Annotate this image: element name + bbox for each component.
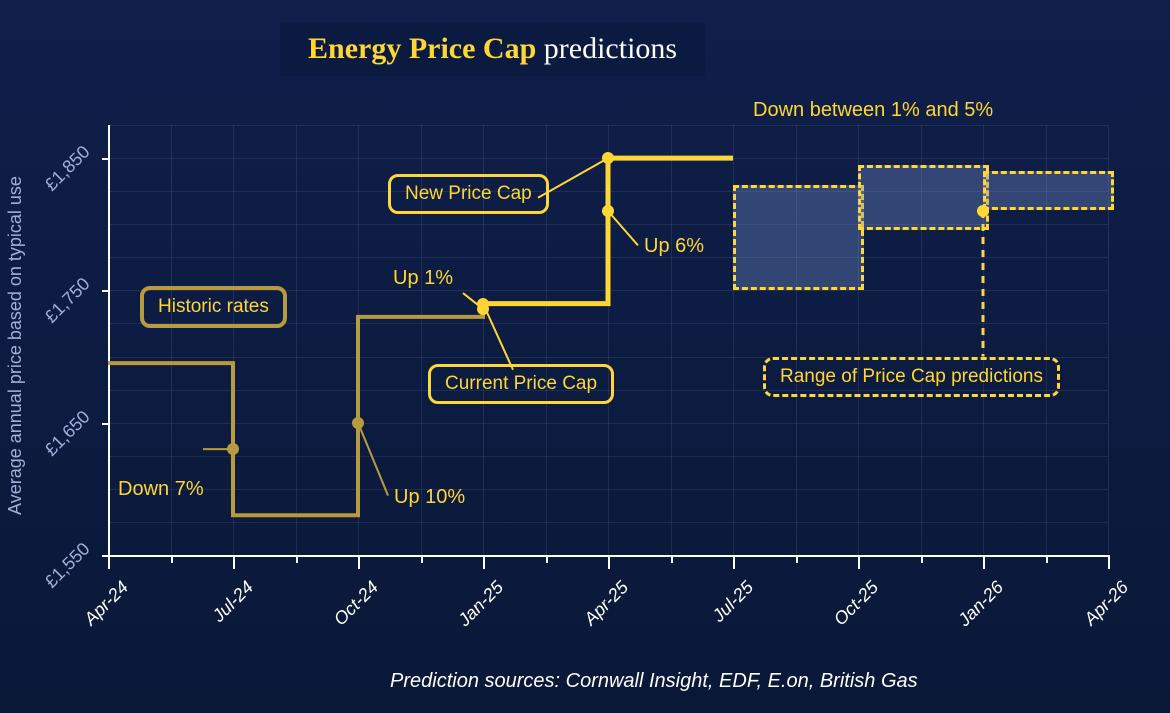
y-tick-label: £1,550	[41, 539, 95, 593]
x-tick-label: Apr-26	[1076, 577, 1133, 634]
y-tick-label: £1,750	[41, 274, 95, 328]
new-price-cap-box: New Price Cap	[388, 174, 549, 214]
historic-rates-box: Historic rates	[140, 286, 287, 328]
chart-container: Energy Price Cap predictions Average ann…	[0, 0, 1170, 713]
x-tick-label: Oct-24	[326, 577, 383, 634]
x-tick-label: Oct-25	[826, 577, 883, 634]
down-1-5-label: Down between 1% and 5%	[753, 99, 993, 122]
up-6-label: Up 6%	[644, 235, 704, 258]
y-tick-label: £1,650	[41, 406, 95, 460]
x-tick-label: Apr-24	[76, 577, 133, 634]
marker-dot	[977, 205, 989, 217]
line-layer	[100, 115, 1120, 585]
marker-dot	[477, 298, 489, 310]
up-10-label: Up 10%	[394, 486, 465, 509]
current-price-cap-box: Current Price Cap	[428, 364, 614, 404]
x-tick-label: Jul-25	[701, 577, 758, 634]
title-rest: predictions	[536, 32, 677, 65]
y-axis-title: Average annual price based on typical us…	[0, 110, 30, 580]
footer-note: Prediction sources: Cornwall Insight, ED…	[390, 670, 918, 693]
marker-dot	[602, 205, 614, 217]
chart-title: Energy Price Cap predictions	[280, 22, 705, 76]
x-tick-label: Jan-25	[451, 577, 508, 634]
up-1-label: Up 1%	[393, 267, 453, 290]
marker-dot	[352, 417, 364, 429]
marker-dot	[227, 443, 239, 455]
x-tick-label: Jul-24	[201, 577, 258, 634]
title-strong: Energy Price Cap	[308, 32, 536, 65]
x-tick-label: Apr-25	[576, 577, 633, 634]
down-7-label: Down 7%	[118, 478, 204, 501]
marker-dot	[602, 152, 614, 164]
plot-area: £1,550£1,650£1,750£1,850Apr-24Jul-24Oct-…	[100, 115, 1120, 585]
x-tick-label: Jan-26	[951, 577, 1008, 634]
range-predictions-box: Range of Price Cap predictions	[763, 357, 1060, 397]
y-tick-label: £1,850	[41, 142, 95, 196]
